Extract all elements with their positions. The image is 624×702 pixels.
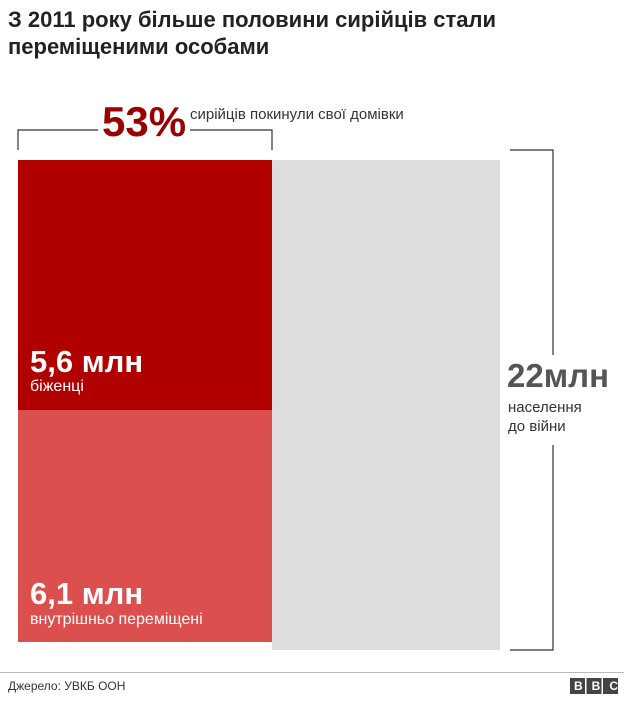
source: Джерело: УВКБ ООН	[8, 679, 126, 693]
refugees-block: 5,6 млн біженці	[18, 160, 272, 410]
refugees-label: біженці	[30, 378, 84, 395]
displaced-label: внутрішньо переміщені	[30, 611, 203, 628]
displaced-block: 6,1 млн внутрішньо переміщені	[18, 410, 272, 642]
logo: BBC	[574, 679, 624, 693]
logo-boxes	[570, 678, 618, 694]
population-label: населення до війни	[508, 399, 582, 435]
share-value: 53%	[98, 98, 191, 146]
share-label: сирійців покинули свої домівки	[190, 106, 404, 123]
title: З 2011 року більше половини сирійців ста…	[8, 7, 496, 59]
population-value: 22млн	[507, 357, 610, 394]
population-block	[272, 160, 500, 650]
displaced-value: 6,1 млн	[30, 576, 144, 611]
refugees-value: 5,6 млн	[30, 344, 144, 379]
footer-rule	[0, 672, 624, 673]
